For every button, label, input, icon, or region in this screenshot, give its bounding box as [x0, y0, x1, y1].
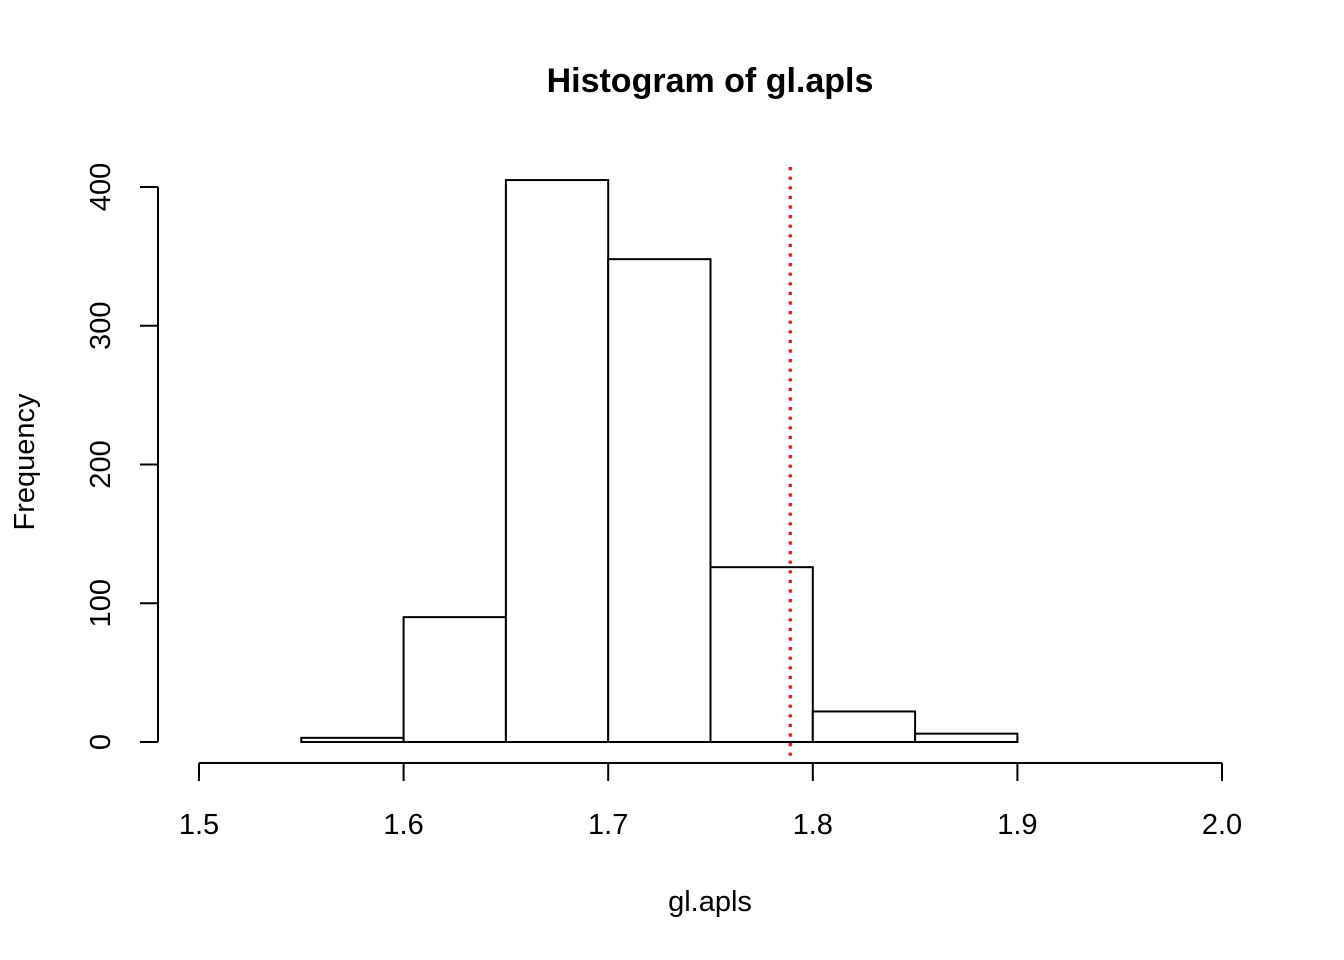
histogram-bar — [402, 616, 507, 743]
x-tick-label: 1.5 — [179, 809, 219, 841]
y-tick-label: 300 — [85, 302, 117, 350]
x-tick-label: 1.6 — [383, 809, 423, 841]
histogram-bar — [914, 732, 1019, 743]
y-axis: 0 100 200 300 400 — [85, 163, 159, 750]
x-axis-label: gl.apls — [668, 886, 752, 918]
x-tick-label: 1.7 — [588, 809, 628, 841]
x-tick-label: 1.9 — [997, 809, 1037, 841]
chart-title: Histogram of gl.apls — [547, 62, 874, 100]
x-axis: 1.5 1.6 1.7 1.8 1.9 2.0 — [179, 762, 1242, 841]
bars-group — [300, 179, 1019, 744]
y-tick-label: 0 — [85, 734, 117, 750]
histogram-bar — [300, 736, 405, 744]
y-tick-label: 200 — [85, 440, 117, 488]
y-axis-label: Frequency — [9, 393, 41, 531]
histogram-bar — [709, 566, 814, 743]
histogram-bar — [504, 179, 610, 743]
y-tick-label: 100 — [85, 579, 117, 627]
x-tick-label: 1.8 — [793, 809, 833, 841]
histogram-bar — [607, 258, 712, 743]
histogram-bar — [811, 710, 917, 743]
y-tick-label: 400 — [85, 163, 117, 211]
x-tick-label: 2.0 — [1202, 809, 1242, 841]
